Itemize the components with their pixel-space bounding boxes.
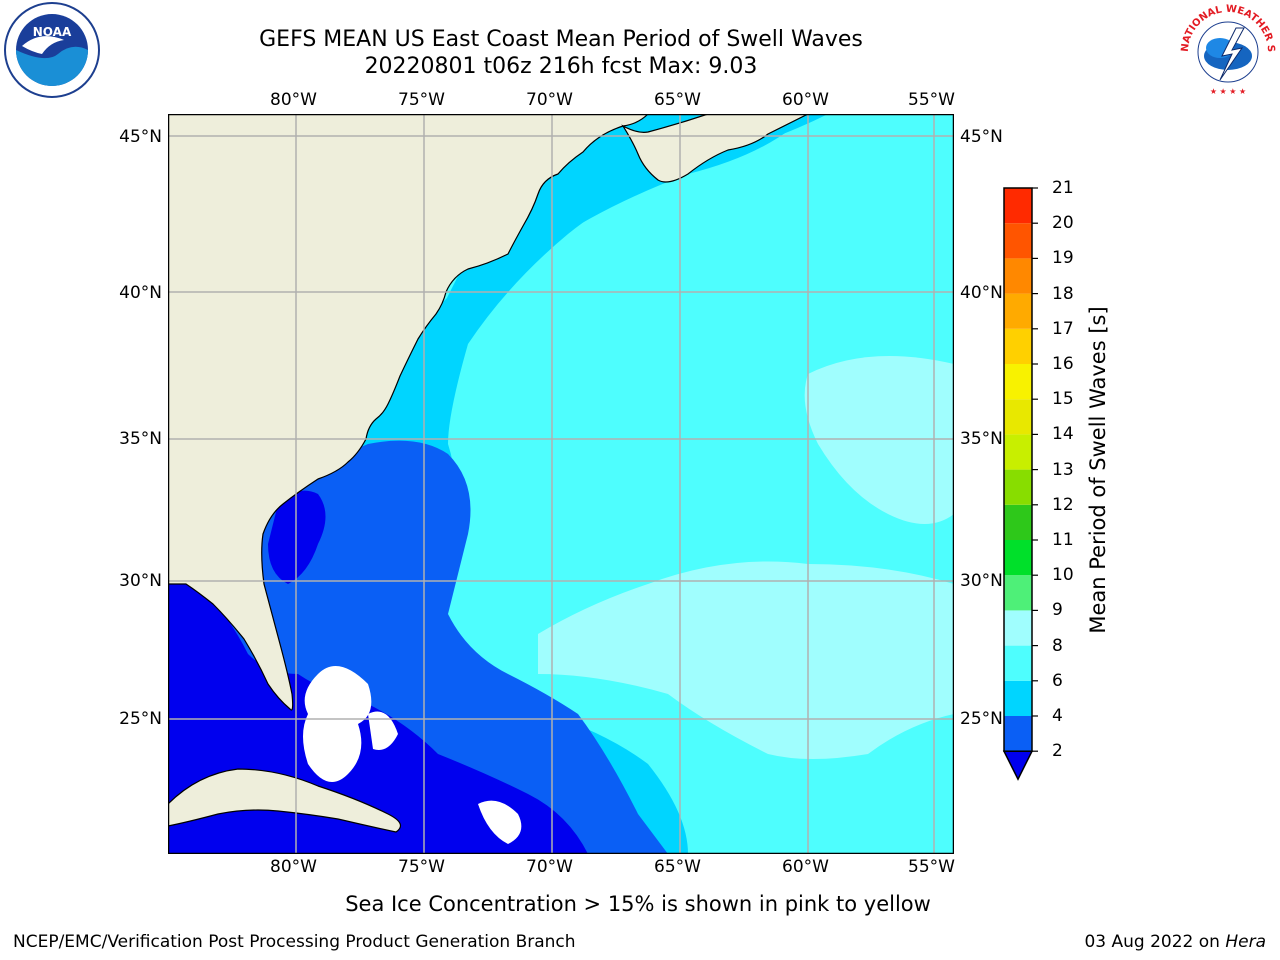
colorbar-tick-label: 13 [1052,459,1074,480]
colorbar-tick-label: 4 [1052,706,1063,726]
colorbar-tick-label: 21 [1052,178,1074,198]
footer-credit: NCEP/EMC/Verification Post Processing Pr… [13,932,576,952]
colorbar-tick-label: 6 [1052,670,1063,691]
land-maritimes [621,114,809,183]
noaa-logo: NOAA [4,2,100,98]
colorbar-segment [1004,399,1032,435]
bahamas-bank-patch-2 [368,711,398,750]
footer-date: 03 Aug 2022 on Hera [1084,932,1266,952]
land-us [168,114,649,711]
swell-band-8-9-central [538,561,954,759]
land-cuba [168,768,402,833]
lon-label-bottom-80w: 80°W [270,857,317,877]
map-canvas [168,114,954,854]
lat-label-right-35n: 35°N [960,429,1003,449]
colorbar-segment [1004,293,1032,329]
colorbar-segment [1004,328,1032,364]
colorbar-segment [1004,610,1032,646]
colorbar-tick-label: 20 [1052,213,1074,234]
colorbar-segment [1004,258,1032,294]
colorbar-tick-label: 19 [1052,248,1074,269]
colorbar-segment [1004,680,1032,716]
lon-label-top-70w: 70°W [526,90,573,110]
lat-label-right-45n: 45°N [960,127,1003,147]
lat-label-right-40n: 40°N [960,283,1003,303]
bahamas-bank-patch [303,666,372,782]
colorbar-under-triangle [1002,750,1034,781]
colorbar-segment [1004,645,1032,681]
map-border [168,114,954,854]
map-subtitle: 20220801 t06z 216h fcst Max: 9.03 [364,54,758,79]
colorbar-tick-label: 16 [1052,354,1074,374]
lon-label-bottom-70w: 70°W [526,857,573,877]
lat-label-left-30n: 30°N [119,571,162,591]
lon-label-bottom-65w: 65°W [654,857,701,877]
colorbar-tick-label: 2 [1052,741,1063,762]
colorbar-tick-label: 9 [1052,600,1063,621]
colorbar-segment [1004,575,1032,611]
colorbar-tick-label: 15 [1052,389,1074,410]
footer-date-text: 03 Aug 2022 on [1084,932,1220,952]
colorbar-tick-label: 11 [1052,530,1074,550]
lat-label-right-25n: 25°N [960,709,1003,729]
lon-label-top-75w: 75°W [398,90,445,110]
caribbean-patch [478,800,522,844]
map-title: GEFS MEAN US East Coast Mean Period of S… [259,27,863,52]
lon-label-top-65w: 65°W [654,90,701,110]
colorbar-tick-label: 14 [1052,424,1074,445]
lat-label-left-35n: 35°N [119,429,162,449]
lat-label-left-45n: 45°N [119,127,162,147]
lon-label-top-55w: 55°W [908,90,955,110]
colorbar-tick-label: 17 [1052,318,1074,339]
colorbar-segment [1004,364,1032,400]
colorbar-segment [1004,434,1032,470]
noaa-logo-text: NOAA [33,25,72,39]
colorbar [1002,187,1038,781]
colorbar-segment [1004,469,1032,505]
colorbar-segment [1004,716,1032,752]
lon-label-bottom-55w: 55°W [908,857,955,877]
colorbar-segment [1004,504,1032,540]
lat-label-right-30n: 30°N [960,571,1003,591]
colorbar-title: Mean Period of Swell Waves [s] [1086,306,1110,634]
colorbar-tick-label: 18 [1052,283,1074,304]
colorbar-segment [1004,188,1032,224]
lat-label-left-25n: 25°N [119,709,162,729]
lat-label-left-40n: 40°N [119,283,162,303]
map-panel [168,114,954,854]
lon-label-top-80w: 80°W [270,90,317,110]
graticule [168,114,954,854]
lon-label-top-60w: 60°W [782,90,829,110]
lon-label-bottom-75w: 75°W [398,857,445,877]
lon-label-bottom-60w: 60°W [782,857,829,877]
colorbar-tick-label: 10 [1052,565,1074,586]
colorbar-tick-label: 8 [1052,635,1063,656]
swell-band-8-9-east [804,356,954,524]
colorbar-segment [1004,223,1032,259]
footer-machine: Hera [1225,932,1266,952]
colorbar-tick-label: 12 [1052,494,1074,515]
colorbar-segment [1004,540,1032,576]
sea-ice-note-text: Sea Ice Concentration > 15% is shown in … [345,892,931,916]
svg-text:★ ★ ★ ★: ★ ★ ★ ★ [1210,87,1246,96]
nws-logo: NATIONAL WEATHER SERVICE ★ ★ ★ ★ [1178,4,1276,98]
sea-ice-note: Sea Ice Concentration > 15% is shown in … [0,892,1280,916]
